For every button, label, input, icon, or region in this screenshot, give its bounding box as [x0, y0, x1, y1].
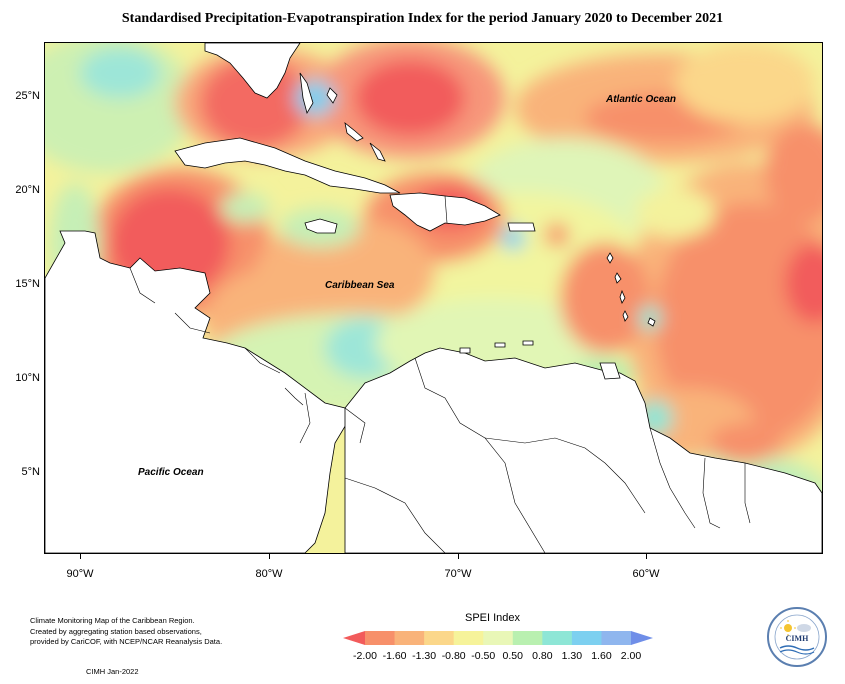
legend-swatch	[542, 631, 573, 645]
footer-note-line: provided by CariCOF, with NCEP/NCAR Rean…	[30, 637, 223, 646]
latitude-label-10n: 10°N	[15, 372, 40, 384]
legend-swatch	[571, 631, 602, 645]
central-america	[45, 230, 351, 553]
longitude-tick	[458, 553, 459, 559]
legend-swatch	[601, 631, 632, 645]
legend-colorbar	[343, 631, 653, 645]
spei-field	[45, 43, 822, 553]
longitude-label-60w: 60°W	[632, 568, 660, 580]
bahamas	[299, 72, 314, 115]
caribbean-sea-label: Caribbean Sea	[325, 280, 395, 291]
legend-swatch	[453, 631, 484, 645]
latitude-label-20n: 20°N	[15, 184, 40, 196]
legend-arrow-low	[343, 631, 365, 645]
footer-note: Climate Monitoring Map of the Caribbean …	[30, 616, 230, 648]
logo-text: CIMH	[786, 634, 809, 643]
legend-value-label: -2.00	[353, 650, 377, 662]
legend-title: SPEI Index	[465, 612, 521, 624]
legend-value-label: -0.50	[471, 650, 496, 662]
legend-swatch	[512, 631, 543, 645]
longitude-label-80w: 80°W	[255, 568, 283, 580]
atlantic-ocean-label: Atlantic Ocean	[606, 94, 677, 105]
cuba	[174, 137, 401, 194]
map-title: Standardised Precipitation-Evapotranspir…	[121, 11, 724, 26]
longitude-label-90w: 90°W	[66, 568, 94, 580]
legend-value-label: 2.00	[620, 650, 642, 662]
spei-map	[44, 42, 823, 554]
footer-note-line: Created by aggregating station based obs…	[30, 626, 202, 636]
hispaniola	[389, 192, 501, 232]
puerto-rico	[507, 222, 536, 232]
longitude-tick	[80, 553, 81, 559]
legend-swatch	[394, 631, 425, 645]
legend-swatch	[424, 631, 455, 645]
latitude-label-5n: 5°N	[21, 466, 40, 478]
longitude-tick	[646, 553, 647, 559]
legend-arrow-high	[631, 631, 653, 645]
longitude-label-70w: 70°W	[444, 568, 472, 580]
legend-value-label: 0.80	[532, 650, 553, 662]
jamaica	[304, 218, 338, 234]
legend-swatch	[483, 631, 514, 645]
legend-value-label: -0.80	[441, 650, 466, 662]
legend-value-label: -1.30	[412, 650, 437, 662]
pacific-ocean-label: Pacific Ocean	[138, 467, 204, 478]
latitude-label-25n: 25°N	[15, 90, 40, 102]
cimh-logo: CIMH	[767, 607, 827, 667]
legend-value-label: 0.50	[502, 650, 523, 662]
footer-note-line: Climate Monitoring Map of the Caribbean …	[30, 616, 195, 625]
land-masses	[45, 43, 822, 553]
legend-value-label: 1.60	[591, 650, 612, 662]
legend-swatch	[365, 631, 396, 645]
south-america	[344, 347, 822, 553]
florida	[204, 43, 301, 99]
longitude-tick	[269, 553, 270, 559]
latitude-label-15n: 15°N	[15, 278, 40, 290]
legend-value-label: 1.30	[561, 650, 583, 662]
spei-map-canvas	[45, 43, 822, 553]
trinidad	[599, 362, 621, 380]
footer-credit: CIMH Jan-2022	[86, 667, 139, 676]
country-borders	[129, 195, 751, 553]
legend-value-label: -1.60	[382, 650, 407, 662]
